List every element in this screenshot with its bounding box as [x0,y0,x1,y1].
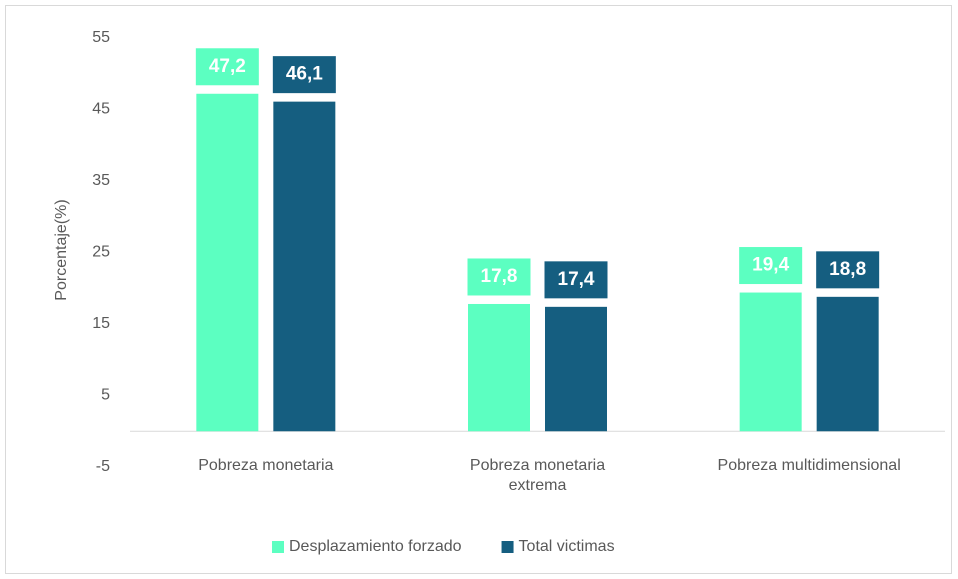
y-tick-label: 25 [92,244,110,261]
legend-swatch [501,541,514,553]
value-label: 46,1 [286,64,323,85]
value-label: 47,2 [209,56,246,77]
value-label-box [269,53,339,97]
legend-label: Total victimas [519,538,615,555]
bar [816,296,879,432]
value-label: 18,8 [829,259,866,280]
y-tick-label: 55 [92,29,110,46]
bar [545,306,607,432]
value-label-box [464,255,534,299]
legend-label: Desplazamiento forzado [289,538,462,555]
value-label: 19,4 [752,255,789,276]
value-label-box [813,248,883,292]
y-tick-label: -5 [96,458,110,475]
value-label-box [541,258,611,302]
bar [196,93,259,432]
y-axis-label: Porcentaje(%) [53,199,70,300]
bar [273,101,336,432]
x-tick-label: Pobreza monetaria extrema [469,457,606,494]
x-tick-label: Pobreza multidimensional [717,457,901,474]
value-label-box [192,45,262,89]
value-label: 17,4 [558,269,595,290]
bar [739,292,802,432]
y-tick-label: 5 [101,387,110,404]
x-tick-label: Pobreza monetaria [198,457,334,474]
y-tick-label: 35 [92,172,110,189]
bar [468,303,530,432]
y-tick-label: 15 [92,315,110,332]
value-label: 17,8 [481,266,518,287]
legend-swatch [272,541,284,553]
value-label-box [736,244,806,288]
y-tick-label: 45 [92,101,110,118]
